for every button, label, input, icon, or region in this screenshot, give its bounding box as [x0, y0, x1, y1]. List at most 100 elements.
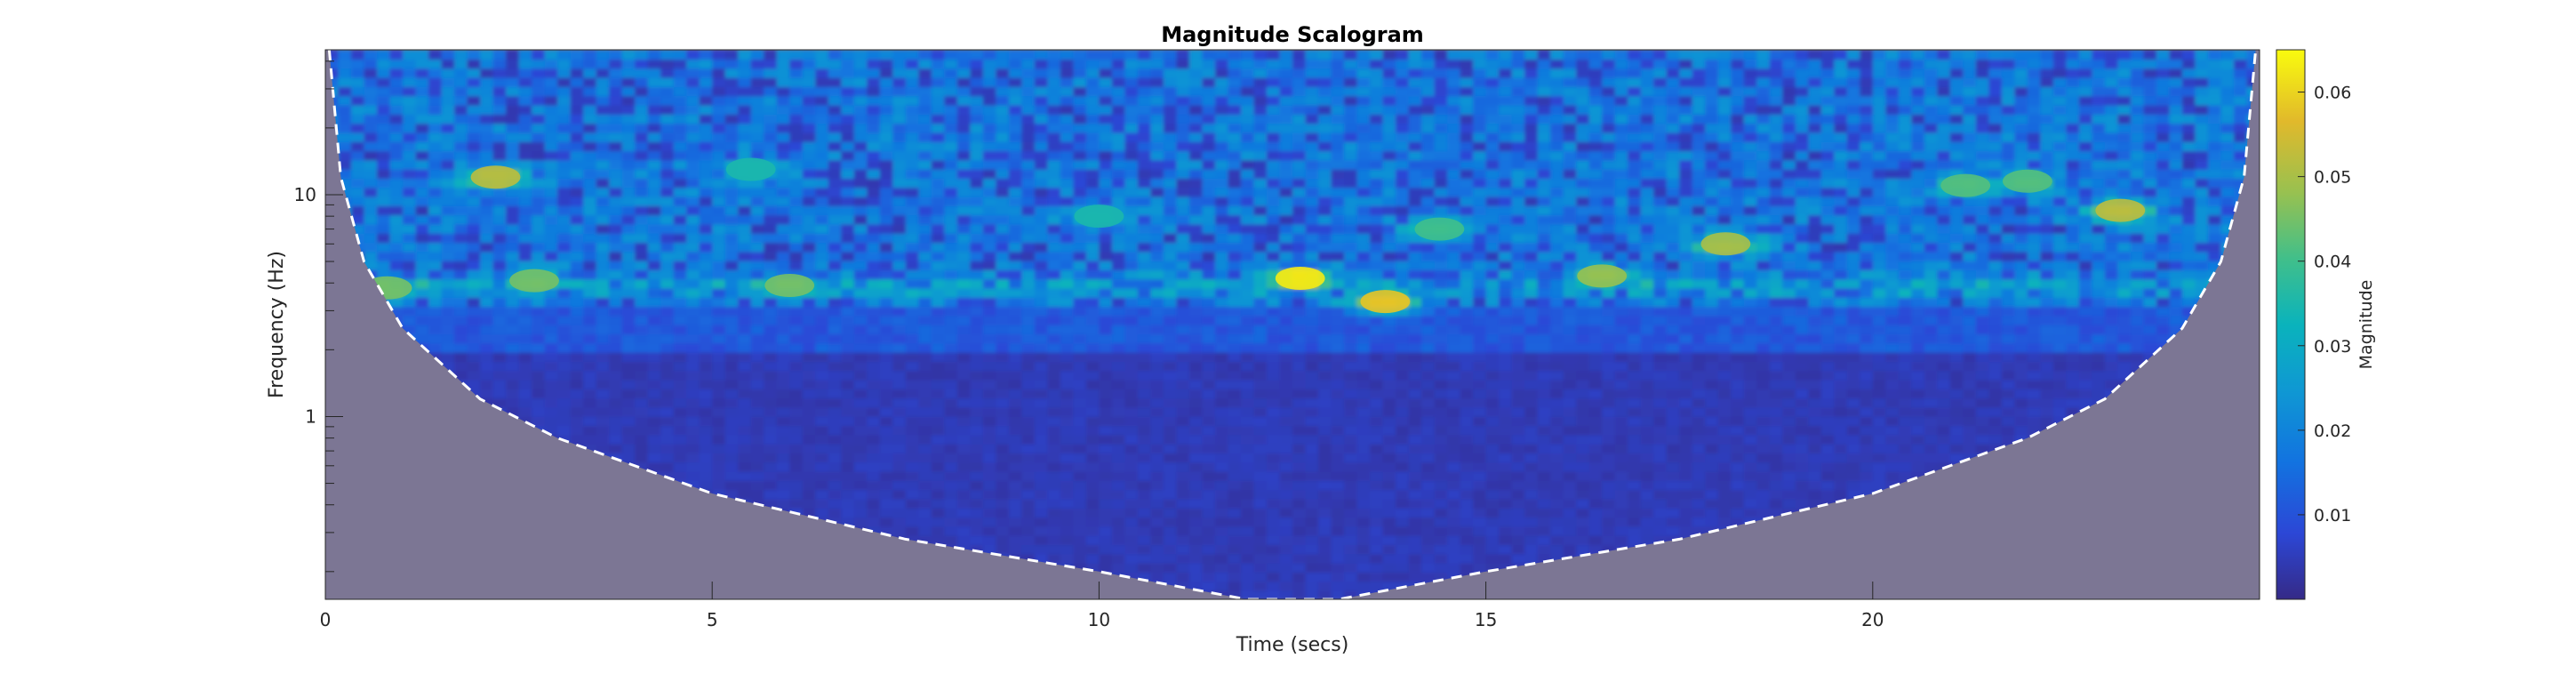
heatmap-cell	[1163, 406, 1178, 417]
heatmap-cell	[660, 470, 675, 481]
heatmap-cell	[570, 425, 584, 436]
heatmap-cell	[1034, 361, 1049, 372]
heatmap-cell	[1266, 453, 1281, 463]
heatmap-cell	[1202, 425, 1216, 436]
heatmap-cell	[738, 325, 752, 335]
heatmap-cell	[1408, 544, 1422, 555]
heatmap-cell	[1640, 370, 1654, 381]
heatmap-cell	[867, 287, 881, 298]
heatmap-cell	[1124, 443, 1139, 453]
heatmap-cell	[1872, 425, 1887, 436]
heatmap-cell	[1150, 406, 1164, 417]
heatmap-cell	[1434, 544, 1448, 555]
heatmap-cell	[1872, 480, 1887, 491]
heatmap-cell	[1421, 379, 1436, 389]
heatmap-cell	[1473, 508, 1487, 518]
heatmap-cell	[1279, 562, 1293, 573]
heatmap-cell	[1188, 553, 1204, 564]
heatmap-cell	[1846, 342, 1861, 353]
heatmap-cell	[1628, 425, 1642, 436]
heatmap-cell	[1473, 480, 1487, 491]
heatmap-cell	[815, 397, 829, 408]
heatmap-cell	[1628, 508, 1642, 518]
heatmap-cell	[1318, 590, 1332, 599]
heatmap-cell	[1228, 581, 1242, 591]
heatmap-cell	[970, 434, 984, 445]
heatmap-cell	[1021, 498, 1036, 509]
heatmap-cell	[1279, 325, 1293, 335]
heatmap-cell	[2027, 297, 2042, 308]
heatmap-cell	[1099, 453, 1113, 463]
heatmap-cell	[1924, 315, 1939, 325]
heatmap-cell	[1731, 461, 1745, 472]
heatmap-cell	[1602, 526, 1616, 536]
heatmap-cell	[1447, 397, 1461, 408]
heatmap-cell	[970, 425, 984, 436]
heatmap-cell	[1885, 406, 1900, 417]
heatmap-cell	[982, 489, 997, 500]
heatmap-cell	[1228, 498, 1242, 509]
heatmap-cell	[1524, 389, 1539, 399]
heatmap-cell	[1885, 389, 1900, 399]
heatmap-cell	[1163, 480, 1178, 491]
heatmap-cell	[1898, 351, 1913, 362]
heatmap-cell	[867, 315, 881, 325]
heatmap-cell	[1511, 425, 1525, 436]
heatmap-cell	[647, 425, 661, 436]
heatmap-cell	[970, 508, 984, 518]
heatmap-cell	[1550, 342, 1564, 353]
heatmap-cell	[1266, 389, 1281, 399]
heatmap-cell	[1434, 443, 1448, 453]
heatmap-cell	[1073, 461, 1087, 472]
heatmap-cell	[1614, 379, 1628, 389]
heatmap-cell	[1602, 443, 1616, 453]
heatmap-cell	[1705, 379, 1719, 389]
heatmap-cell	[1834, 397, 1848, 408]
heatmap-cell	[1769, 498, 1784, 509]
heatmap-cell	[1305, 416, 1319, 427]
heatmap-cell	[1937, 325, 1951, 335]
heatmap-cell	[1253, 443, 1268, 453]
heatmap-cell	[532, 351, 546, 362]
heatmap-cell	[1008, 544, 1023, 555]
heatmap-cell	[1460, 306, 1474, 317]
heatmap-cell	[1769, 306, 1784, 317]
heatmap-cell	[1176, 443, 1190, 453]
heatmap-cell	[1511, 351, 1525, 362]
heatmap-cell	[2001, 315, 2016, 325]
heatmap-cell	[712, 397, 726, 408]
heatmap-cell	[1188, 351, 1204, 362]
heatmap-cell	[1653, 315, 1668, 325]
heatmap-cell	[750, 489, 765, 500]
heatmap-cell	[1872, 342, 1887, 353]
heatmap-cell	[828, 351, 843, 362]
heatmap-cell	[944, 534, 958, 545]
heatmap-cell	[1820, 379, 1836, 389]
heatmap-cell	[1370, 526, 1384, 536]
heatmap-cell	[1782, 470, 1796, 481]
heatmap-cell	[879, 361, 894, 372]
heatmap-cell	[815, 480, 829, 491]
heatmap-cell	[956, 325, 972, 335]
heatmap-cell	[1731, 453, 1745, 463]
heatmap-cell	[518, 361, 532, 372]
heatmap-cell	[1047, 361, 1061, 372]
heatmap-cell	[1382, 397, 1396, 408]
heatmap-cell	[1047, 544, 1061, 555]
heatmap-cell	[583, 287, 597, 298]
heatmap-cell	[750, 325, 765, 335]
heatmap-cell	[1370, 517, 1384, 527]
heatmap-cell	[1731, 406, 1745, 417]
heatmap-cell	[815, 416, 829, 427]
heatmap-cell	[609, 342, 623, 353]
heatmap-cell	[1963, 406, 1977, 417]
heatmap-cell	[389, 297, 404, 308]
heatmap-cell	[1085, 425, 1100, 436]
heatmap-cell	[1421, 461, 1436, 472]
heatmap-cell	[1499, 544, 1513, 555]
heatmap-cell	[1460, 480, 1474, 491]
heatmap-cell	[1550, 480, 1564, 491]
heatmap-cell	[1176, 361, 1190, 372]
heatmap-cell	[1743, 361, 1758, 372]
heatmap-cell	[918, 333, 932, 344]
